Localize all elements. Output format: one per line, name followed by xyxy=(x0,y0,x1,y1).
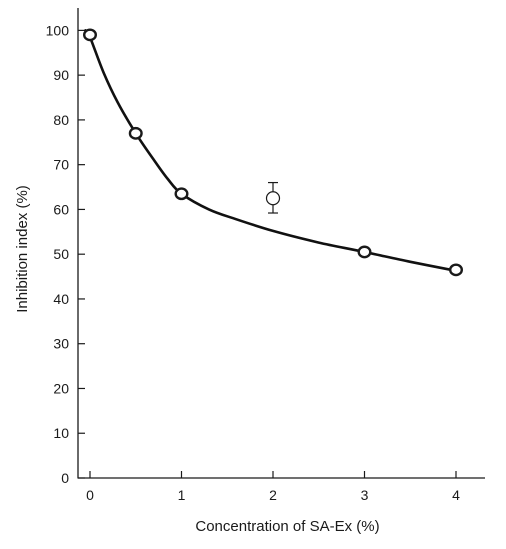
data-point xyxy=(357,245,372,259)
y-tick-label: 90 xyxy=(53,67,69,83)
data-marks xyxy=(82,28,464,277)
x-tick-label: 2 xyxy=(269,487,277,503)
y-tick-label: 10 xyxy=(53,425,69,441)
y-tick-label: 100 xyxy=(46,22,70,38)
y-tick-label: 0 xyxy=(61,470,69,486)
x-tick-label: 0 xyxy=(86,487,94,503)
y-tick-label: 60 xyxy=(53,201,69,217)
y-tick-label: 50 xyxy=(53,246,69,262)
x-tick-label: 1 xyxy=(178,487,186,503)
y-tick-label: 70 xyxy=(53,157,69,173)
axes: 0 10 20 30 40 50 60 70 80 90 100 0 1 2 3 4 xyxy=(46,8,485,503)
data-point xyxy=(174,187,189,201)
y-tick-label: 30 xyxy=(53,336,69,352)
data-point xyxy=(449,263,464,277)
data-point xyxy=(82,28,97,42)
x-tick-label: 3 xyxy=(361,487,369,503)
y-tick-label: 80 xyxy=(53,112,69,128)
data-point-outlier xyxy=(265,191,281,206)
y-axis-title: Inhibition index (%) xyxy=(14,185,31,313)
x-tick-label: 4 xyxy=(452,487,460,503)
x-axis-title: Concentration of SA-Ex (%) xyxy=(195,518,379,535)
y-tick-label: 40 xyxy=(53,291,69,307)
data-point xyxy=(128,126,143,140)
y-tick-label: 20 xyxy=(53,380,69,396)
fit-curve-line xyxy=(84,29,458,273)
fit-curve-layer xyxy=(84,29,458,273)
